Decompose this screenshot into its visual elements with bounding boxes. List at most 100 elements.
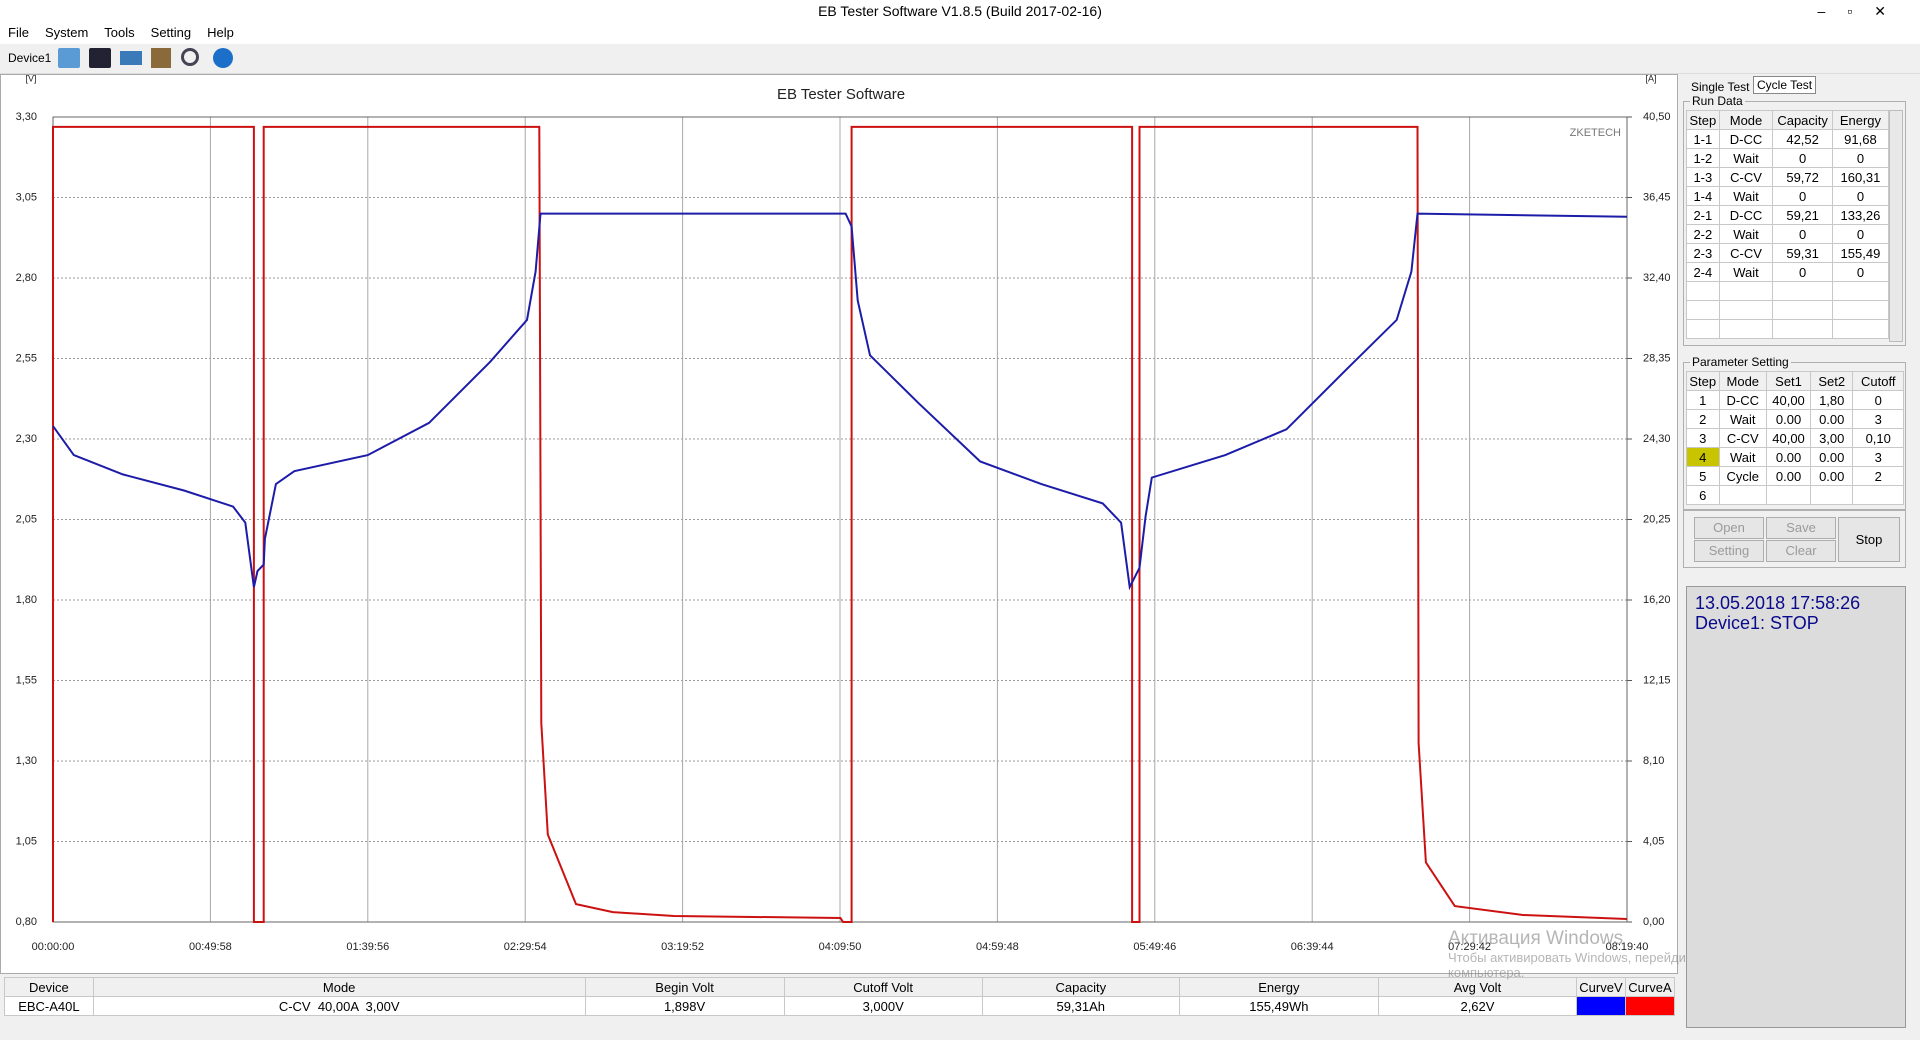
cell[interactable]: 59,21	[1772, 205, 1833, 225]
cell[interactable]: 1,80	[1809, 390, 1854, 410]
cell[interactable]: C-CV	[1718, 243, 1774, 263]
cell[interactable]: 0,10	[1852, 428, 1904, 448]
tab-active[interactable]: Cycle Test	[1753, 76, 1817, 94]
cell[interactable]: 133,26	[1831, 205, 1890, 225]
cell[interactable]: 42,52	[1772, 129, 1833, 149]
cell[interactable]	[1831, 300, 1890, 320]
cell[interactable]: 3,00	[1809, 428, 1854, 448]
cell[interactable]	[1809, 485, 1854, 505]
cell[interactable]: 0	[1852, 390, 1904, 410]
cell[interactable]: 0	[1831, 262, 1890, 282]
cell[interactable]: 6	[1686, 485, 1720, 505]
cell[interactable]: 160,31	[1831, 167, 1890, 187]
chart-icon[interactable]	[120, 51, 142, 65]
cell[interactable]	[1831, 319, 1890, 339]
device-label[interactable]: Device1	[8, 51, 52, 65]
button[interactable]: Stop	[1838, 517, 1900, 562]
cell[interactable]: Wait	[1718, 262, 1774, 282]
cell[interactable]: C-CV	[1718, 428, 1768, 448]
cell[interactable]: D-CC	[1718, 129, 1774, 149]
button[interactable]: Save	[1766, 517, 1836, 539]
watermark-line: Активация Windows	[1448, 928, 1624, 949]
cell[interactable]: 2-3	[1686, 243, 1720, 263]
cell[interactable]: Wait	[1718, 409, 1768, 429]
cell[interactable]	[1718, 319, 1774, 339]
cell[interactable]	[1686, 300, 1720, 320]
cell[interactable]: 2-2	[1686, 224, 1720, 244]
cell[interactable]: 0.00	[1766, 409, 1811, 429]
cell[interactable]	[1831, 281, 1890, 301]
cell[interactable]: 59,31	[1772, 243, 1833, 263]
cell[interactable]: 1-4	[1686, 186, 1720, 206]
window-controls[interactable]: –▫✕	[1817, 3, 1908, 19]
info-icon[interactable]	[213, 48, 233, 68]
cell[interactable]: 0	[1772, 148, 1833, 168]
cell[interactable]: D-CC	[1718, 205, 1774, 225]
legend-entry[interactable]: CurveV	[1575, 977, 1626, 997]
cell[interactable]	[1772, 300, 1833, 320]
button[interactable]: Setting	[1694, 540, 1764, 562]
cell[interactable]	[1766, 485, 1811, 505]
cell[interactable]	[1718, 300, 1774, 320]
cell[interactable]: 0	[1831, 186, 1890, 206]
x-tick-label: 05:49:46	[1133, 941, 1176, 953]
cell[interactable]: 1	[1686, 390, 1720, 410]
tools-icon[interactable]	[151, 48, 171, 68]
cell[interactable]: 0.00	[1766, 466, 1811, 486]
legend-entry[interactable]: CurveA	[1624, 977, 1676, 997]
cell[interactable]: 1-1	[1686, 129, 1720, 149]
cell[interactable]: Wait	[1718, 224, 1774, 244]
menu-item[interactable]: System	[44, 25, 89, 40]
cell[interactable]: 1-2	[1686, 148, 1720, 168]
cell[interactable]: 0.00	[1809, 447, 1854, 467]
cell[interactable]: 1-3	[1686, 167, 1720, 187]
cell[interactable]	[1686, 319, 1720, 339]
cell[interactable]: 2	[1686, 409, 1720, 429]
cell[interactable]: 155,49	[1831, 243, 1890, 263]
cell[interactable]	[1772, 281, 1833, 301]
button[interactable]: Clear	[1766, 540, 1836, 562]
cell[interactable]: 0	[1772, 186, 1833, 206]
cell[interactable]	[1772, 319, 1833, 339]
cell[interactable]: 0	[1772, 262, 1833, 282]
cell[interactable]: 3	[1852, 447, 1904, 467]
cell[interactable]	[1718, 281, 1774, 301]
scrollbar[interactable]	[1889, 110, 1903, 342]
cell[interactable]: C-CV	[1718, 167, 1774, 187]
save-icon[interactable]	[89, 48, 111, 68]
menu-item[interactable]: Setting	[150, 25, 192, 40]
search-icon[interactable]	[181, 48, 199, 66]
cell[interactable]: 59,72	[1772, 167, 1833, 187]
tab[interactable]: Single Test	[1691, 80, 1750, 94]
cell[interactable]: 0	[1831, 224, 1890, 244]
cell[interactable]: 5	[1686, 466, 1720, 486]
cell[interactable]: 4	[1686, 447, 1720, 467]
cell[interactable]: 2-4	[1686, 262, 1720, 282]
button[interactable]: Open	[1694, 517, 1764, 539]
cell[interactable]: D-CC	[1718, 390, 1768, 410]
cell[interactable]: Wait	[1718, 447, 1768, 467]
cell[interactable]: 40,00	[1766, 390, 1811, 410]
cell[interactable]: 3	[1852, 409, 1904, 429]
cell[interactable]: 0	[1831, 148, 1890, 168]
cell[interactable]: 0.00	[1809, 466, 1854, 486]
cell[interactable]: Cycle	[1718, 466, 1768, 486]
cell[interactable]: 2-1	[1686, 205, 1720, 225]
cell[interactable]	[1718, 485, 1768, 505]
column-header: Energy	[1178, 977, 1379, 997]
cell[interactable]: 2	[1852, 466, 1904, 486]
cell[interactable]	[1686, 281, 1720, 301]
cell[interactable]: 40,00	[1766, 428, 1811, 448]
cell[interactable]: 91,68	[1831, 129, 1890, 149]
open-icon[interactable]	[58, 48, 80, 68]
menu-item[interactable]: Help	[207, 25, 234, 40]
menu-item[interactable]: File	[8, 25, 29, 40]
cell[interactable]: Wait	[1718, 186, 1774, 206]
cell[interactable]: 3	[1686, 428, 1720, 448]
cell[interactable]	[1852, 485, 1904, 505]
cell[interactable]: 0.00	[1809, 409, 1854, 429]
menu-item[interactable]: Tools	[104, 25, 135, 40]
cell[interactable]: 0.00	[1766, 447, 1811, 467]
cell[interactable]: 0	[1772, 224, 1833, 244]
cell[interactable]: Wait	[1718, 148, 1774, 168]
